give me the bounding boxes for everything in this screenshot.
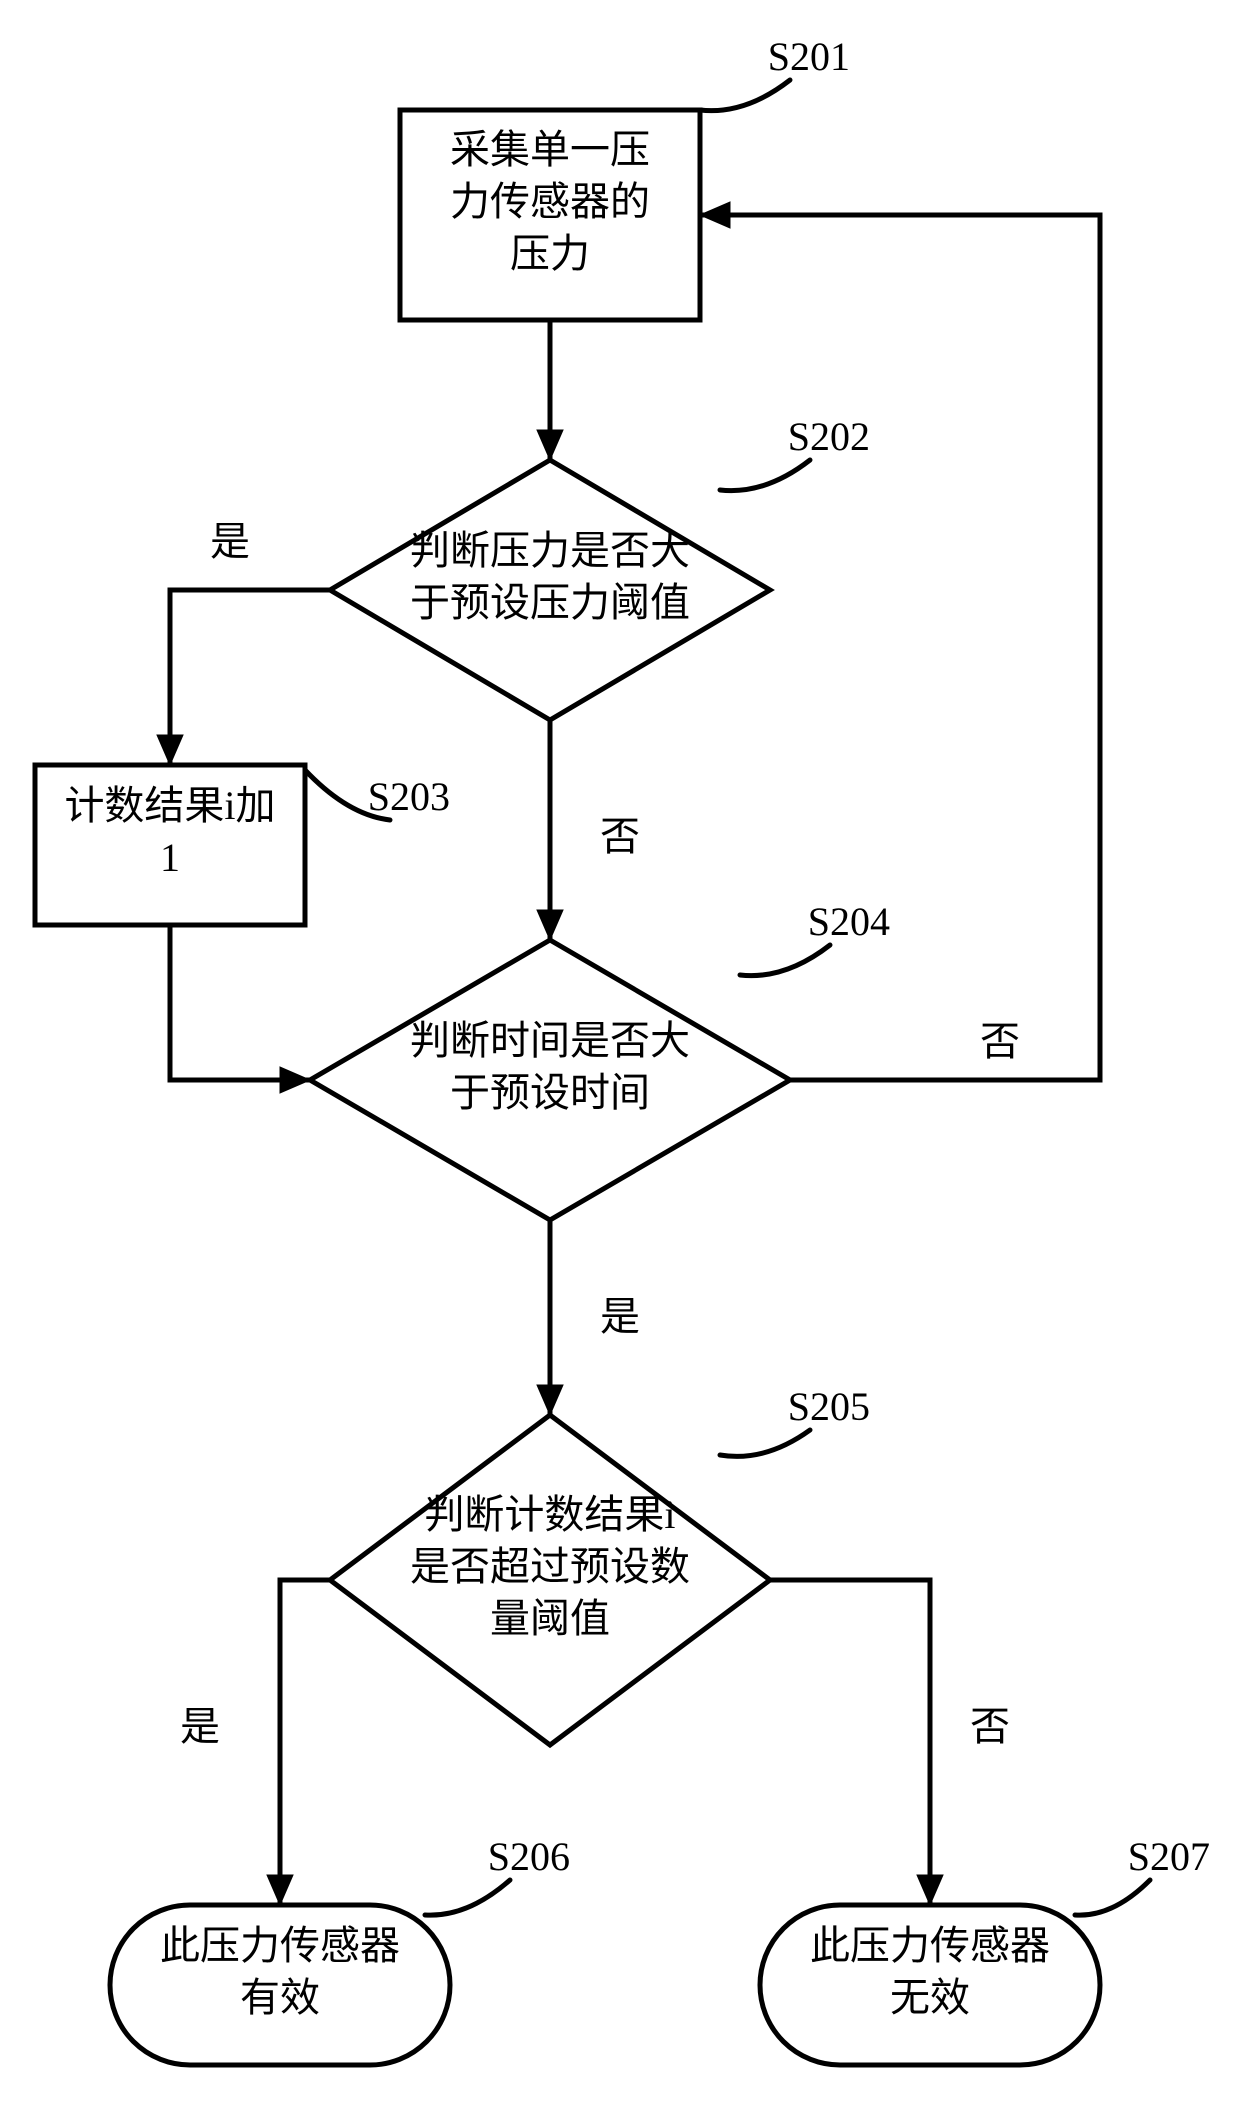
e-s202-s204-no: 否 — [537, 720, 640, 940]
callout-S204-text: S204 — [808, 899, 890, 944]
callout-S202: S202 — [720, 414, 870, 491]
e-s202-s204-no-label: 否 — [600, 814, 640, 859]
node-S207: 此压力传感器无效 — [760, 1905, 1100, 2065]
e-s205-s207-no: 否 — [770, 1580, 1010, 1905]
node-S202: 判断压力是否大于预设压力阈值 — [330, 460, 770, 720]
e-s204-s201-no: 否 — [700, 202, 1100, 1080]
callout-S205-text: S205 — [788, 1384, 870, 1429]
e-s202-s203-yes-label: 是 — [210, 519, 250, 564]
e-s204-s205-yes-label: 是 — [600, 1294, 640, 1339]
node-S203: 计数结果i加1 — [35, 765, 305, 925]
callout-S203: S203 — [305, 770, 450, 820]
callout-S201-text: S201 — [768, 34, 850, 79]
e-s203-s204 — [170, 925, 310, 1093]
callout-S202-text: S202 — [788, 414, 870, 459]
flowchart-canvas: 是否否是是否采集单一压力传感器的压力判断压力是否大于预设压力阈值计数结果i加1判… — [0, 0, 1240, 2115]
e-s204-s205-yes: 是 — [537, 1220, 640, 1415]
e-s204-s201-no-label: 否 — [980, 1019, 1020, 1064]
callout-S207: S207 — [1075, 1834, 1210, 1915]
node-S206: 此压力传感器有效 — [110, 1905, 450, 2065]
e-s205-s206-yes-label: 是 — [180, 1704, 220, 1749]
callout-S206: S206 — [425, 1834, 570, 1915]
callout-S207-text: S207 — [1128, 1834, 1210, 1879]
callout-S201: S201 — [700, 34, 850, 111]
e-s205-s206-yes: 是 — [180, 1580, 330, 1905]
callout-S205: S205 — [720, 1384, 870, 1456]
e-s205-s207-no-label: 否 — [970, 1704, 1010, 1749]
node-S201: 采集单一压力传感器的压力 — [400, 110, 700, 320]
callout-S206-text: S206 — [488, 1834, 570, 1879]
node-S205: 判断计数结果i是否超过预设数量阈值 — [330, 1415, 770, 1745]
node-S204: 判断时间是否大于预设时间 — [310, 940, 790, 1220]
e-s201-s202 — [537, 320, 563, 460]
e-s202-s203-yes: 是 — [157, 519, 330, 765]
callout-S204: S204 — [740, 899, 890, 976]
callout-S203-text: S203 — [368, 774, 450, 819]
